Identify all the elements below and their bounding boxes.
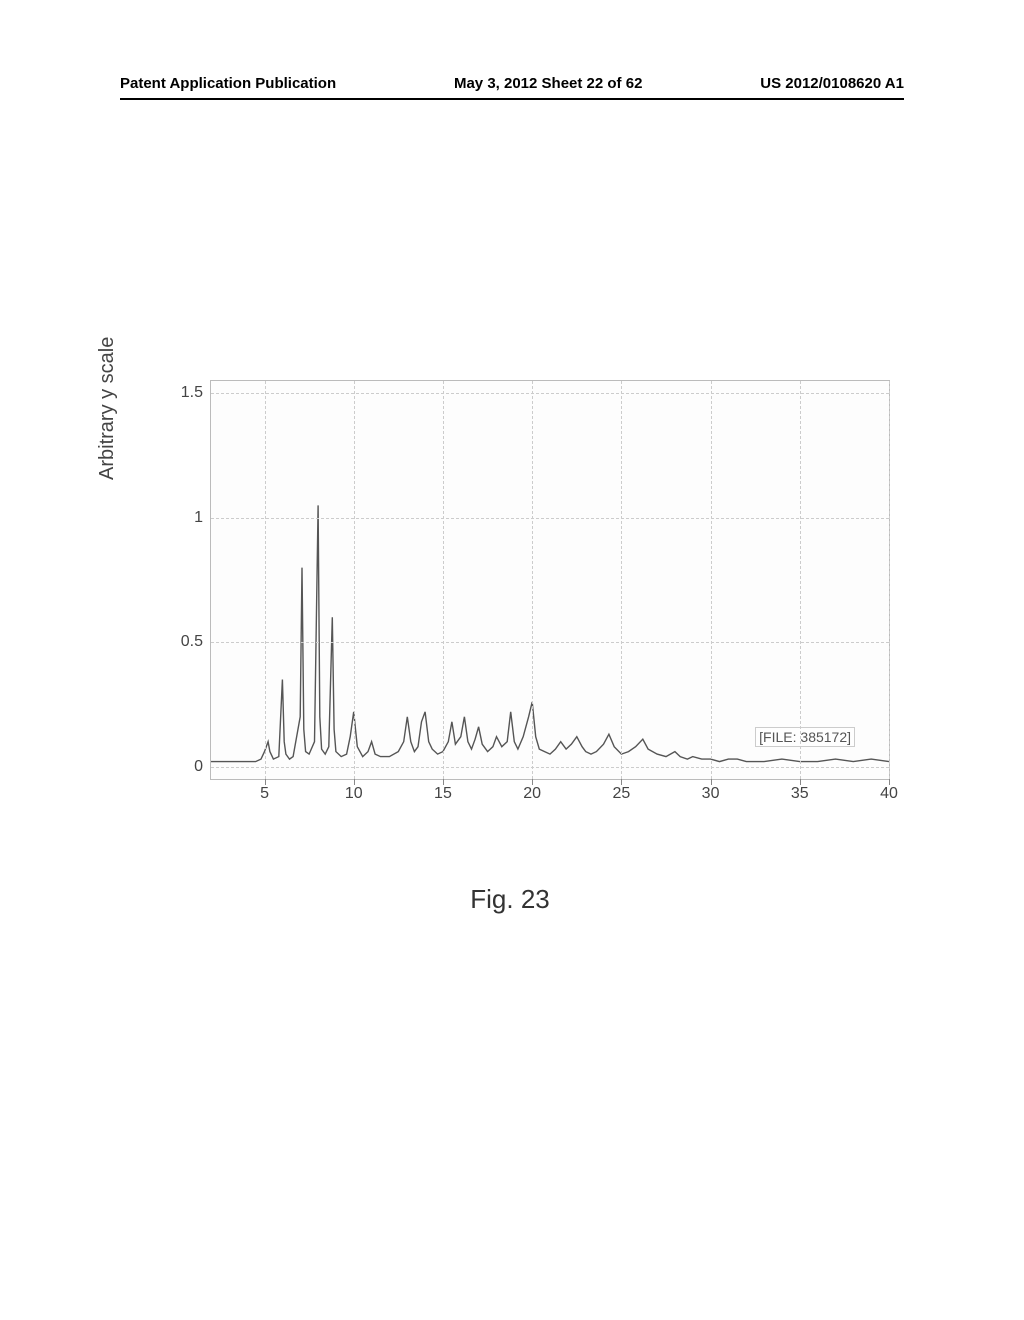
x-tick-label: 20 — [523, 785, 541, 803]
header-rule — [120, 98, 904, 100]
gridline-v — [532, 381, 533, 779]
header-right: US 2012/0108620 A1 — [760, 75, 904, 92]
diffraction-trace — [211, 381, 889, 779]
plot-area: [FILE: 385172] 00.511.5510152025303540 — [210, 380, 890, 780]
gridline-h — [211, 518, 889, 519]
page-header: Patent Application Publication May 3, 20… — [0, 75, 1024, 92]
gridline-v — [621, 381, 622, 779]
x-tick-label: 15 — [434, 785, 452, 803]
x-tick-label: 25 — [612, 785, 630, 803]
gridline-v — [354, 381, 355, 779]
y-tick-label: 1.5 — [181, 384, 203, 402]
y-tick-label: 1 — [194, 509, 203, 527]
y-axis-label: Arbitrary y scale — [96, 337, 119, 480]
x-tick-label: 35 — [791, 785, 809, 803]
gridline-h — [211, 393, 889, 394]
gridline-v — [711, 381, 712, 779]
gridline-h — [211, 767, 889, 768]
gridline-v — [443, 381, 444, 779]
y-tick-label: 0 — [194, 758, 203, 776]
x-tick-label: 10 — [345, 785, 363, 803]
gridline-h — [211, 642, 889, 643]
gridline-v — [265, 381, 266, 779]
gridline-v — [800, 381, 801, 779]
x-tick-label: 5 — [260, 785, 269, 803]
header-left: Patent Application Publication — [120, 75, 336, 92]
gridline-v — [889, 381, 890, 779]
header-center: May 3, 2012 Sheet 22 of 62 — [454, 75, 642, 92]
figure-caption: Fig. 23 — [470, 884, 550, 915]
trace-line — [211, 505, 889, 761]
x-tick-label: 30 — [702, 785, 720, 803]
file-label: [FILE: 385172] — [755, 727, 855, 747]
xrd-chart: Arbitrary y scale [FILE: 385172] 00.511.… — [120, 380, 900, 850]
x-tick-label: 40 — [880, 785, 898, 803]
y-tick-label: 0.5 — [181, 633, 203, 651]
